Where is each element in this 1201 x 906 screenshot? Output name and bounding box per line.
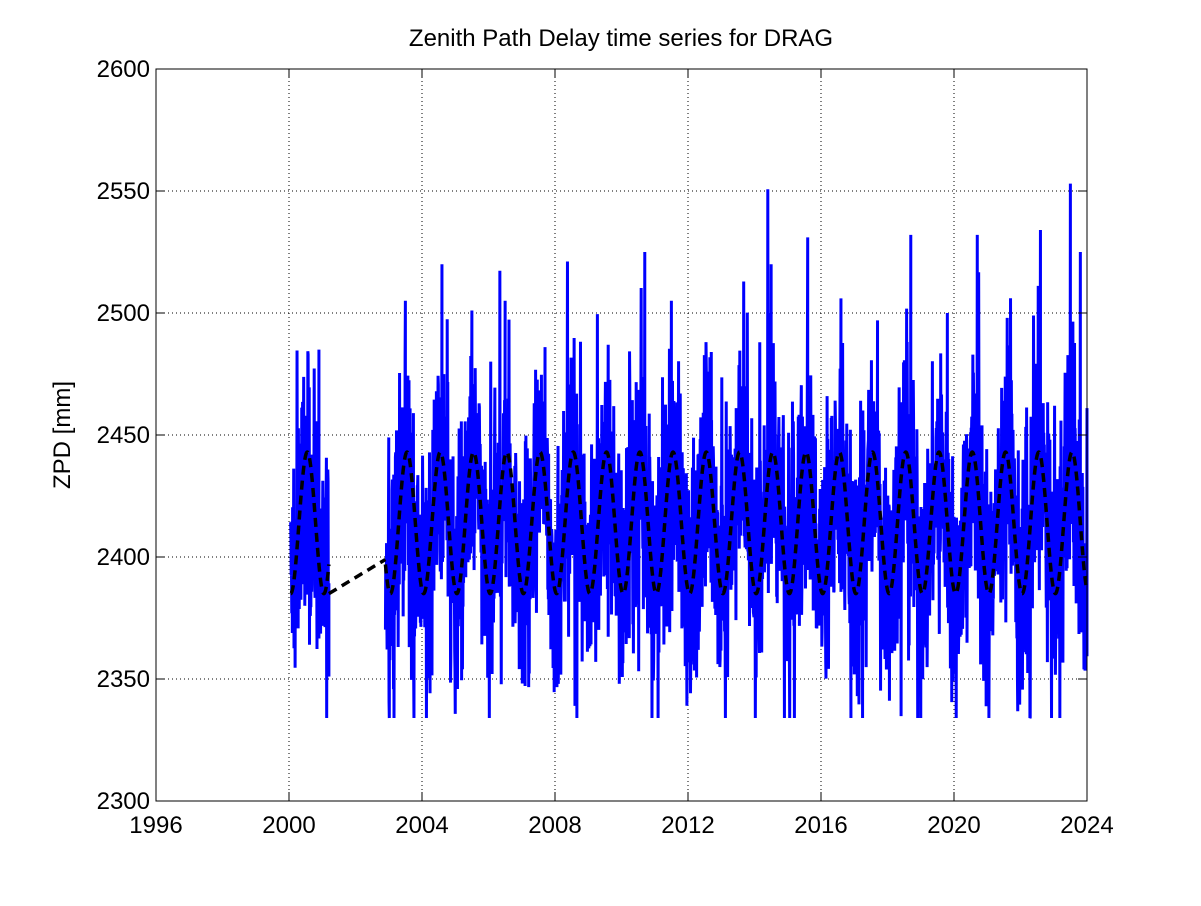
y-tick-label-2350: 2350 xyxy=(97,666,150,693)
y-tick-label-2450: 2450 xyxy=(97,422,150,449)
x-tick-label-2020: 2020 xyxy=(927,812,980,839)
y-axis-tick-labels: 2300 2350 2400 2450 2500 2550 2600 xyxy=(97,56,150,815)
y-tick-label-2400: 2400 xyxy=(97,544,150,571)
x-tick-label-1996: 1996 xyxy=(129,812,182,839)
y-tick-label-2300: 2300 xyxy=(97,788,150,815)
y-axis-ticks xyxy=(156,68,1087,802)
y-tick-label-2500: 2500 xyxy=(97,300,150,327)
series-line-seasonal-fit xyxy=(289,450,1089,596)
x-tick-label-2000: 2000 xyxy=(262,812,315,839)
x-tick-label-2012: 2012 xyxy=(661,812,714,839)
y-tick-label-2600: 2600 xyxy=(97,56,150,83)
data-series xyxy=(289,183,1089,719)
y-axis-label: ZPD [mm] xyxy=(49,381,76,489)
x-tick-label-2008: 2008 xyxy=(528,812,581,839)
x-tick-label-2016: 2016 xyxy=(794,812,847,839)
y-tick-label-2550: 2550 xyxy=(97,178,150,205)
x-axis-tick-labels: 1996 2000 2004 2008 2012 2016 2020 2024 xyxy=(129,812,1113,839)
chart-title: Zenith Path Delay time series for DRAG xyxy=(409,25,833,52)
x-axis-ticks xyxy=(155,69,1088,801)
x-tick-label-2004: 2004 xyxy=(395,812,448,839)
x-tick-label-2024: 2024 xyxy=(1060,812,1113,839)
